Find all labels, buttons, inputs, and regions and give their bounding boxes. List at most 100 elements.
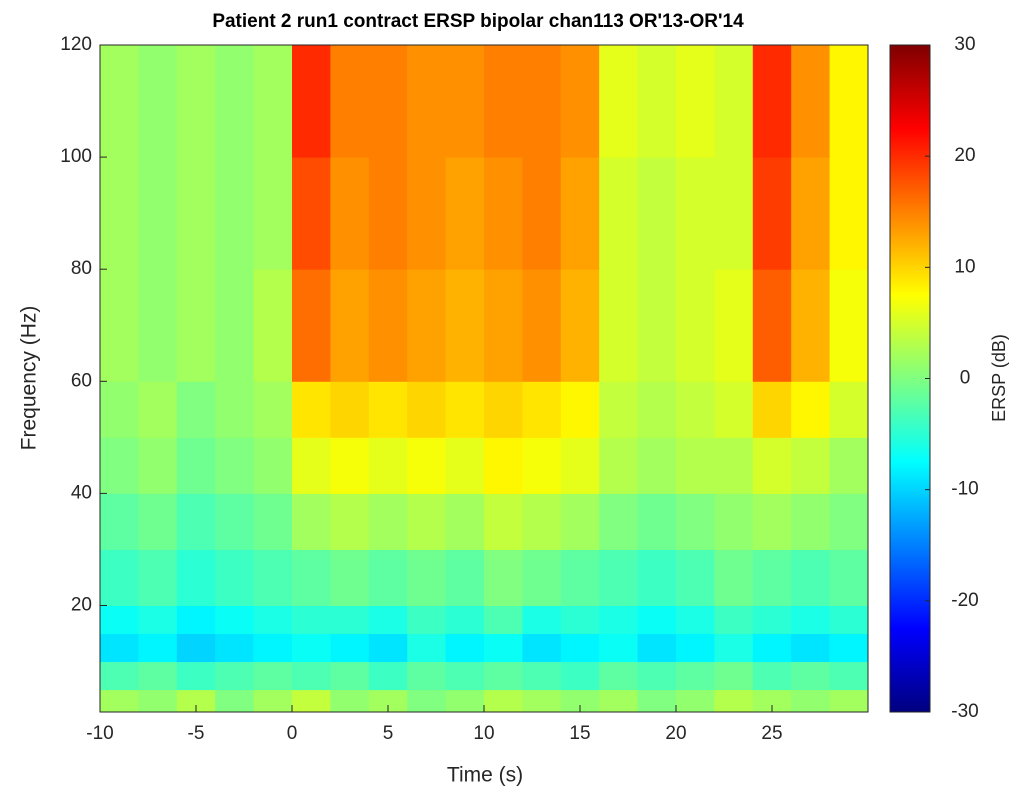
heatmap-cell xyxy=(176,45,216,158)
heatmap-cell xyxy=(100,633,139,663)
heatmap-cell xyxy=(829,45,869,158)
chart-title: Patient 2 run1 contract ERSP bipolar cha… xyxy=(212,11,744,32)
colorbar-tick-label: 20 xyxy=(954,145,975,166)
heatmap-cell xyxy=(330,689,370,713)
heatmap-cell xyxy=(253,633,293,663)
heatmap-cell xyxy=(791,45,831,158)
heatmap-cell xyxy=(176,381,216,438)
heatmap-cell xyxy=(100,157,139,270)
heatmap-cell xyxy=(560,381,600,438)
heatmap-cell xyxy=(445,157,485,270)
y-tick-label: 20 xyxy=(71,595,92,616)
heatmap-cell xyxy=(829,269,869,382)
heatmap-cell xyxy=(484,493,523,550)
heatmap-cell xyxy=(138,45,178,158)
heatmap-cell xyxy=(522,269,562,382)
heatmap-cell xyxy=(676,549,715,607)
heatmap-cell xyxy=(100,549,139,607)
heatmap-cell xyxy=(637,381,677,438)
heatmap-cell xyxy=(791,493,831,550)
heatmap-cell xyxy=(100,661,139,691)
heatmap-cell xyxy=(829,605,869,635)
heatmap-cell xyxy=(522,549,562,607)
heatmap-cell xyxy=(484,157,523,270)
heatmap-cell xyxy=(599,633,639,663)
heatmap-cell xyxy=(253,549,293,607)
heatmap-cell xyxy=(176,437,216,494)
heatmap-cell xyxy=(330,381,370,438)
x-tick-label: 0 xyxy=(287,723,298,744)
heatmap-cell xyxy=(560,689,600,713)
heatmap-cell xyxy=(791,549,831,607)
heatmap-cell xyxy=(368,269,408,382)
heatmap-cell xyxy=(100,269,139,382)
heatmap-cell xyxy=(138,157,178,270)
x-tick-label: 15 xyxy=(569,723,590,744)
heatmap-cell xyxy=(445,661,485,691)
heatmap-cell xyxy=(407,381,447,438)
colorbar-tick-label: -20 xyxy=(951,590,978,611)
heatmap-cell xyxy=(368,493,408,550)
heatmap-cell xyxy=(292,661,331,691)
heatmap-cell xyxy=(829,493,869,550)
heatmap-cell xyxy=(138,633,178,663)
heatmap-cell xyxy=(599,493,639,550)
heatmap-cell xyxy=(599,437,639,494)
heatmap-cell xyxy=(484,269,523,382)
heatmap-cell xyxy=(791,689,831,713)
heatmap-cell xyxy=(637,493,677,550)
y-tick-label: 100 xyxy=(60,146,92,167)
heatmap-cell xyxy=(791,269,831,382)
heatmap-cell xyxy=(407,661,447,691)
y-tick-label: 60 xyxy=(71,370,92,391)
heatmap-cell xyxy=(138,269,178,382)
heatmap-cell xyxy=(407,605,447,635)
heatmap-cell xyxy=(100,45,139,158)
heatmap-cell xyxy=(445,549,485,607)
heatmap-cell xyxy=(829,381,869,438)
heatmap-cell xyxy=(445,633,485,663)
heatmap-cell xyxy=(522,157,562,270)
heatmap-cell xyxy=(138,493,178,550)
colorbar-tick-label: 0 xyxy=(960,368,971,389)
heatmap-cell xyxy=(791,381,831,438)
heatmap-cell xyxy=(714,549,754,607)
heatmap-cell xyxy=(407,549,447,607)
heatmap-cell xyxy=(676,381,715,438)
heatmap-cell xyxy=(368,689,408,713)
heatmap-cell xyxy=(445,493,485,550)
heatmap-cell xyxy=(560,633,600,663)
heatmap-cell xyxy=(752,661,792,691)
heatmap-cell xyxy=(599,45,639,158)
heatmap-cell xyxy=(330,45,370,158)
colorbar-label: ERSP (dB) xyxy=(989,334,1009,422)
heatmap-cell xyxy=(100,437,139,494)
heatmap-cell xyxy=(599,269,639,382)
heatmap-cell xyxy=(215,689,255,713)
heatmap-cell xyxy=(407,689,447,713)
heatmap-cell xyxy=(215,269,255,382)
heatmap-cell xyxy=(407,633,447,663)
heatmap-cell xyxy=(253,157,293,270)
heatmap-cell xyxy=(445,269,485,382)
heatmap-cell xyxy=(714,381,754,438)
heatmap-cell xyxy=(714,493,754,550)
heatmap-cell xyxy=(714,269,754,382)
heatmap-cell xyxy=(560,549,600,607)
heatmap-cell xyxy=(330,633,370,663)
heatmap-cell xyxy=(522,661,562,691)
heatmap-cell xyxy=(560,437,600,494)
heatmap-cell xyxy=(637,689,677,713)
heatmap-cell xyxy=(676,633,715,663)
heatmap-cell xyxy=(752,493,792,550)
heatmap-cell xyxy=(522,633,562,663)
heatmap-cell xyxy=(676,493,715,550)
heatmap-cell xyxy=(292,45,331,158)
colorbar xyxy=(889,44,931,713)
heatmap-cell xyxy=(484,549,523,607)
heatmap xyxy=(100,45,869,713)
heatmap-cell xyxy=(215,45,255,158)
heatmap-cell xyxy=(407,45,447,158)
heatmap-cell xyxy=(637,269,677,382)
heatmap-cell xyxy=(292,157,331,270)
